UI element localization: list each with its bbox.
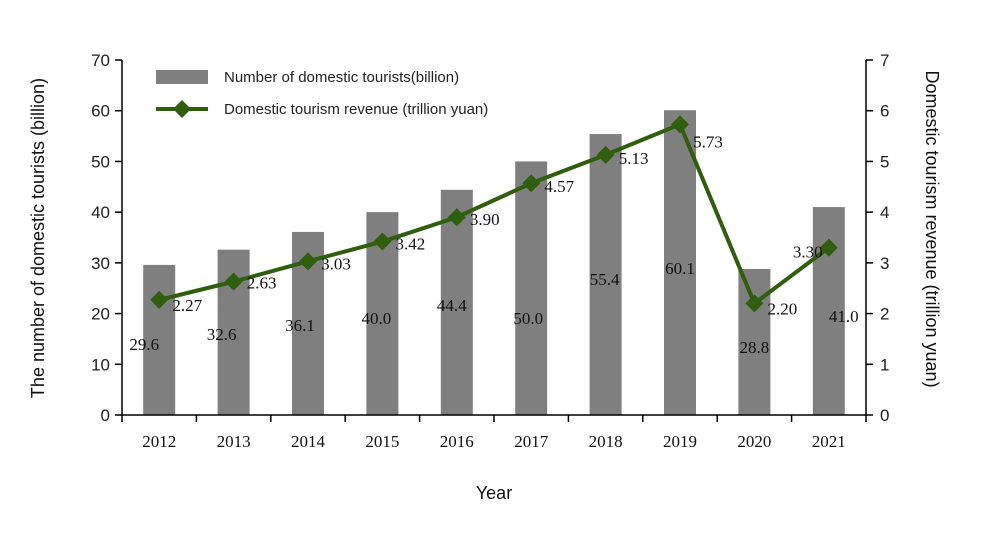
line-data-label: 3.30 [793,243,823,262]
line-data-label: 2.20 [768,299,798,318]
x-tick-label: 2019 [663,432,697,451]
x-tick-label: 2017 [514,432,549,451]
revenue-marker [522,174,541,193]
line-data-label: 5.73 [693,132,723,151]
line-data-label: 2.63 [247,274,277,293]
x-tick-label: 2016 [440,432,474,451]
x-tick-label: 2018 [589,432,623,451]
left-y-tick-label: 20 [91,305,110,324]
left-y-tick-label: 60 [91,102,110,121]
right-y-tick-label: 5 [880,152,889,171]
x-tick-label: 2013 [217,432,251,451]
bar [440,189,473,415]
line-series [150,115,838,313]
legend: Number of domestic tourists(billion) Dom… [156,69,488,118]
line-data-labels: 2.27 2.63 3.03 3.42 3.90 4.57 5.13 5.73 2.20 3.30 [172,132,822,318]
revenue-markers [150,115,838,313]
x-tick-label: 2015 [365,432,399,451]
bar-data-label: 36.1 [285,316,315,335]
right-y-tick-label: 3 [880,254,889,273]
bar [143,264,176,415]
bar [664,110,696,415]
right-y-tick-label: 7 [880,51,889,70]
right-y-ticks: 0 1 2 3 4 5 6 7 [866,51,889,425]
legend-bar-label: Number of domestic tourists(billion) [224,69,459,86]
left-y-tick-label: 0 [101,406,110,425]
revenue-marker [671,115,689,134]
left-y-tick-label: 50 [91,152,110,171]
legend-line-label: Domestic tourism revenue (trillion yuan) [224,101,488,118]
line-data-label: 4.57 [544,177,574,196]
left-y-tick-label: 40 [91,203,110,222]
revenue-marker [596,145,615,164]
left-y-tick-label: 10 [91,355,110,374]
bar-data-label: 41.0 [829,307,859,326]
legend-bar-swatch [156,70,208,84]
x-tick-label: 2020 [737,432,771,451]
left-y-tick-label: 70 [91,51,110,70]
revenue-marker [224,272,243,291]
bar [589,134,622,416]
bar [515,161,548,415]
bar-data-label: 29.6 [129,335,159,354]
bar-data-label: 40.0 [362,309,392,328]
bar-data-label: 44.4 [437,296,467,315]
left-y-axis-title: The number of domestic tourists (billion… [28,78,48,398]
right-y-axis-title: Domestic tourism revenue (trillion yuan) [922,70,942,387]
line-data-label: 3.90 [470,210,500,229]
x-tick-label: 2014 [291,432,326,451]
revenue-line [158,122,830,306]
line-data-label: 3.03 [321,254,351,273]
x-axis-title: Year [476,483,512,503]
bar-data-label: 32.6 [207,325,237,344]
right-y-tick-label: 4 [880,203,889,222]
revenue-marker [373,232,392,251]
legend-diamond-marker [173,100,191,118]
bar-data-label: 28.8 [740,338,770,357]
left-y-tick-label: 30 [91,254,110,273]
revenue-marker [150,290,169,309]
bar-data-label: 55.4 [590,270,620,289]
bar-data-label: 60.1 [665,259,695,278]
right-y-tick-label: 1 [880,355,889,374]
x-ticks: 2012 2013 2014 2015 2016 2017 2018 2019 2020 2021 [121,415,867,451]
bar-data-labels: 29.6 32.6 36.1 40.0 44.4 50.0 55.4 60.1 28.8 41.0 [129,259,858,357]
left-y-ticks: 0 10 20 30 40 50 60 70 [91,51,122,425]
right-y-tick-label: 2 [880,305,889,324]
bar-data-label: 50.0 [513,309,543,328]
revenue-marker [745,294,764,313]
line-data-label: 3.42 [396,235,426,254]
revenue-marker [447,208,466,227]
right-y-tick-label: 0 [880,406,889,425]
line-data-label: 2.27 [172,296,202,315]
x-tick-label: 2012 [142,432,176,451]
line-data-label: 5.13 [619,149,649,168]
x-tick-label: 2021 [812,432,846,451]
right-y-tick-label: 6 [880,102,889,121]
revenue-marker [819,238,838,257]
revenue-marker [299,252,317,271]
